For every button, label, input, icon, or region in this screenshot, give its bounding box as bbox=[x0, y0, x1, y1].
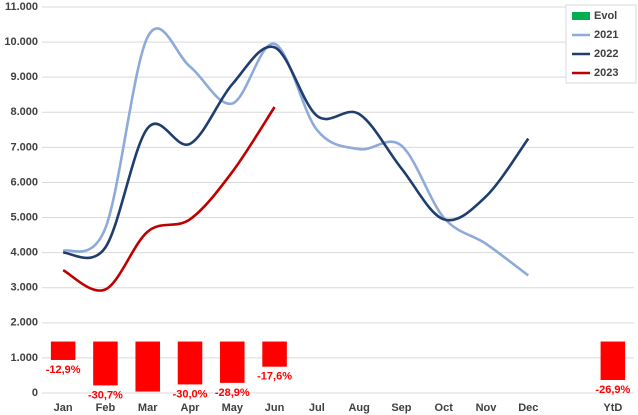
x-tick-label: Apr bbox=[181, 402, 201, 414]
y-tick-label: 7.000 bbox=[10, 141, 38, 153]
legend-label: 2021 bbox=[594, 29, 618, 41]
x-tick-label: Aug bbox=[348, 402, 369, 414]
x-tick-label: Jul bbox=[309, 402, 325, 414]
x-tick-label: Oct bbox=[435, 402, 454, 414]
y-tick-label: 6.000 bbox=[10, 176, 38, 188]
y-tick-label: 0 bbox=[32, 387, 38, 399]
legend-label: 2023 bbox=[594, 67, 618, 79]
x-tick-label: YtD bbox=[603, 402, 622, 414]
bar bbox=[135, 341, 160, 392]
x-tick-label: Jun bbox=[265, 402, 285, 414]
y-tick-label: 4.000 bbox=[10, 247, 38, 259]
y-tick-label: 3.000 bbox=[10, 282, 38, 294]
x-tick-label: Dec bbox=[518, 402, 538, 414]
value-label: -30,7% bbox=[88, 389, 123, 401]
value-label: -26,9% bbox=[595, 384, 630, 396]
value-label: -28,9% bbox=[215, 387, 250, 399]
y-tick-label: 11.000 bbox=[5, 1, 38, 13]
x-tick-label: May bbox=[222, 402, 244, 414]
y-tick-label: 10.000 bbox=[4, 36, 38, 48]
y-tick-label: 1.000 bbox=[10, 352, 38, 364]
legend-label: Evol bbox=[594, 10, 617, 22]
legend: Evol 2021 2022 2023 bbox=[565, 4, 637, 84]
bar bbox=[220, 341, 245, 383]
bar bbox=[50, 341, 76, 360]
x-tick-label: Feb bbox=[96, 402, 116, 414]
x-tick-label: Sep bbox=[391, 402, 411, 414]
line bbox=[62, 45, 530, 260]
x-tick-label: Mar bbox=[138, 402, 158, 414]
x-tick-label: Nov bbox=[476, 402, 498, 414]
line bbox=[62, 106, 276, 292]
value-label: -30,0% bbox=[173, 388, 208, 400]
value-label: -17,6% bbox=[257, 371, 292, 383]
bar bbox=[262, 341, 287, 367]
y-tick-label: 9.000 bbox=[10, 71, 38, 83]
x-tick-label: Jan bbox=[54, 402, 73, 414]
line bbox=[62, 27, 530, 277]
y-tick-label: 8.000 bbox=[10, 106, 38, 118]
legend-label: 2022 bbox=[594, 48, 618, 60]
value-label: -12,9% bbox=[46, 364, 81, 376]
legend-swatch bbox=[572, 12, 590, 20]
y-tick-label: 5.000 bbox=[10, 211, 38, 223]
bar bbox=[93, 341, 118, 386]
bar bbox=[600, 341, 626, 380]
bar bbox=[177, 341, 203, 385]
y-tick-label: 2.000 bbox=[10, 317, 38, 329]
